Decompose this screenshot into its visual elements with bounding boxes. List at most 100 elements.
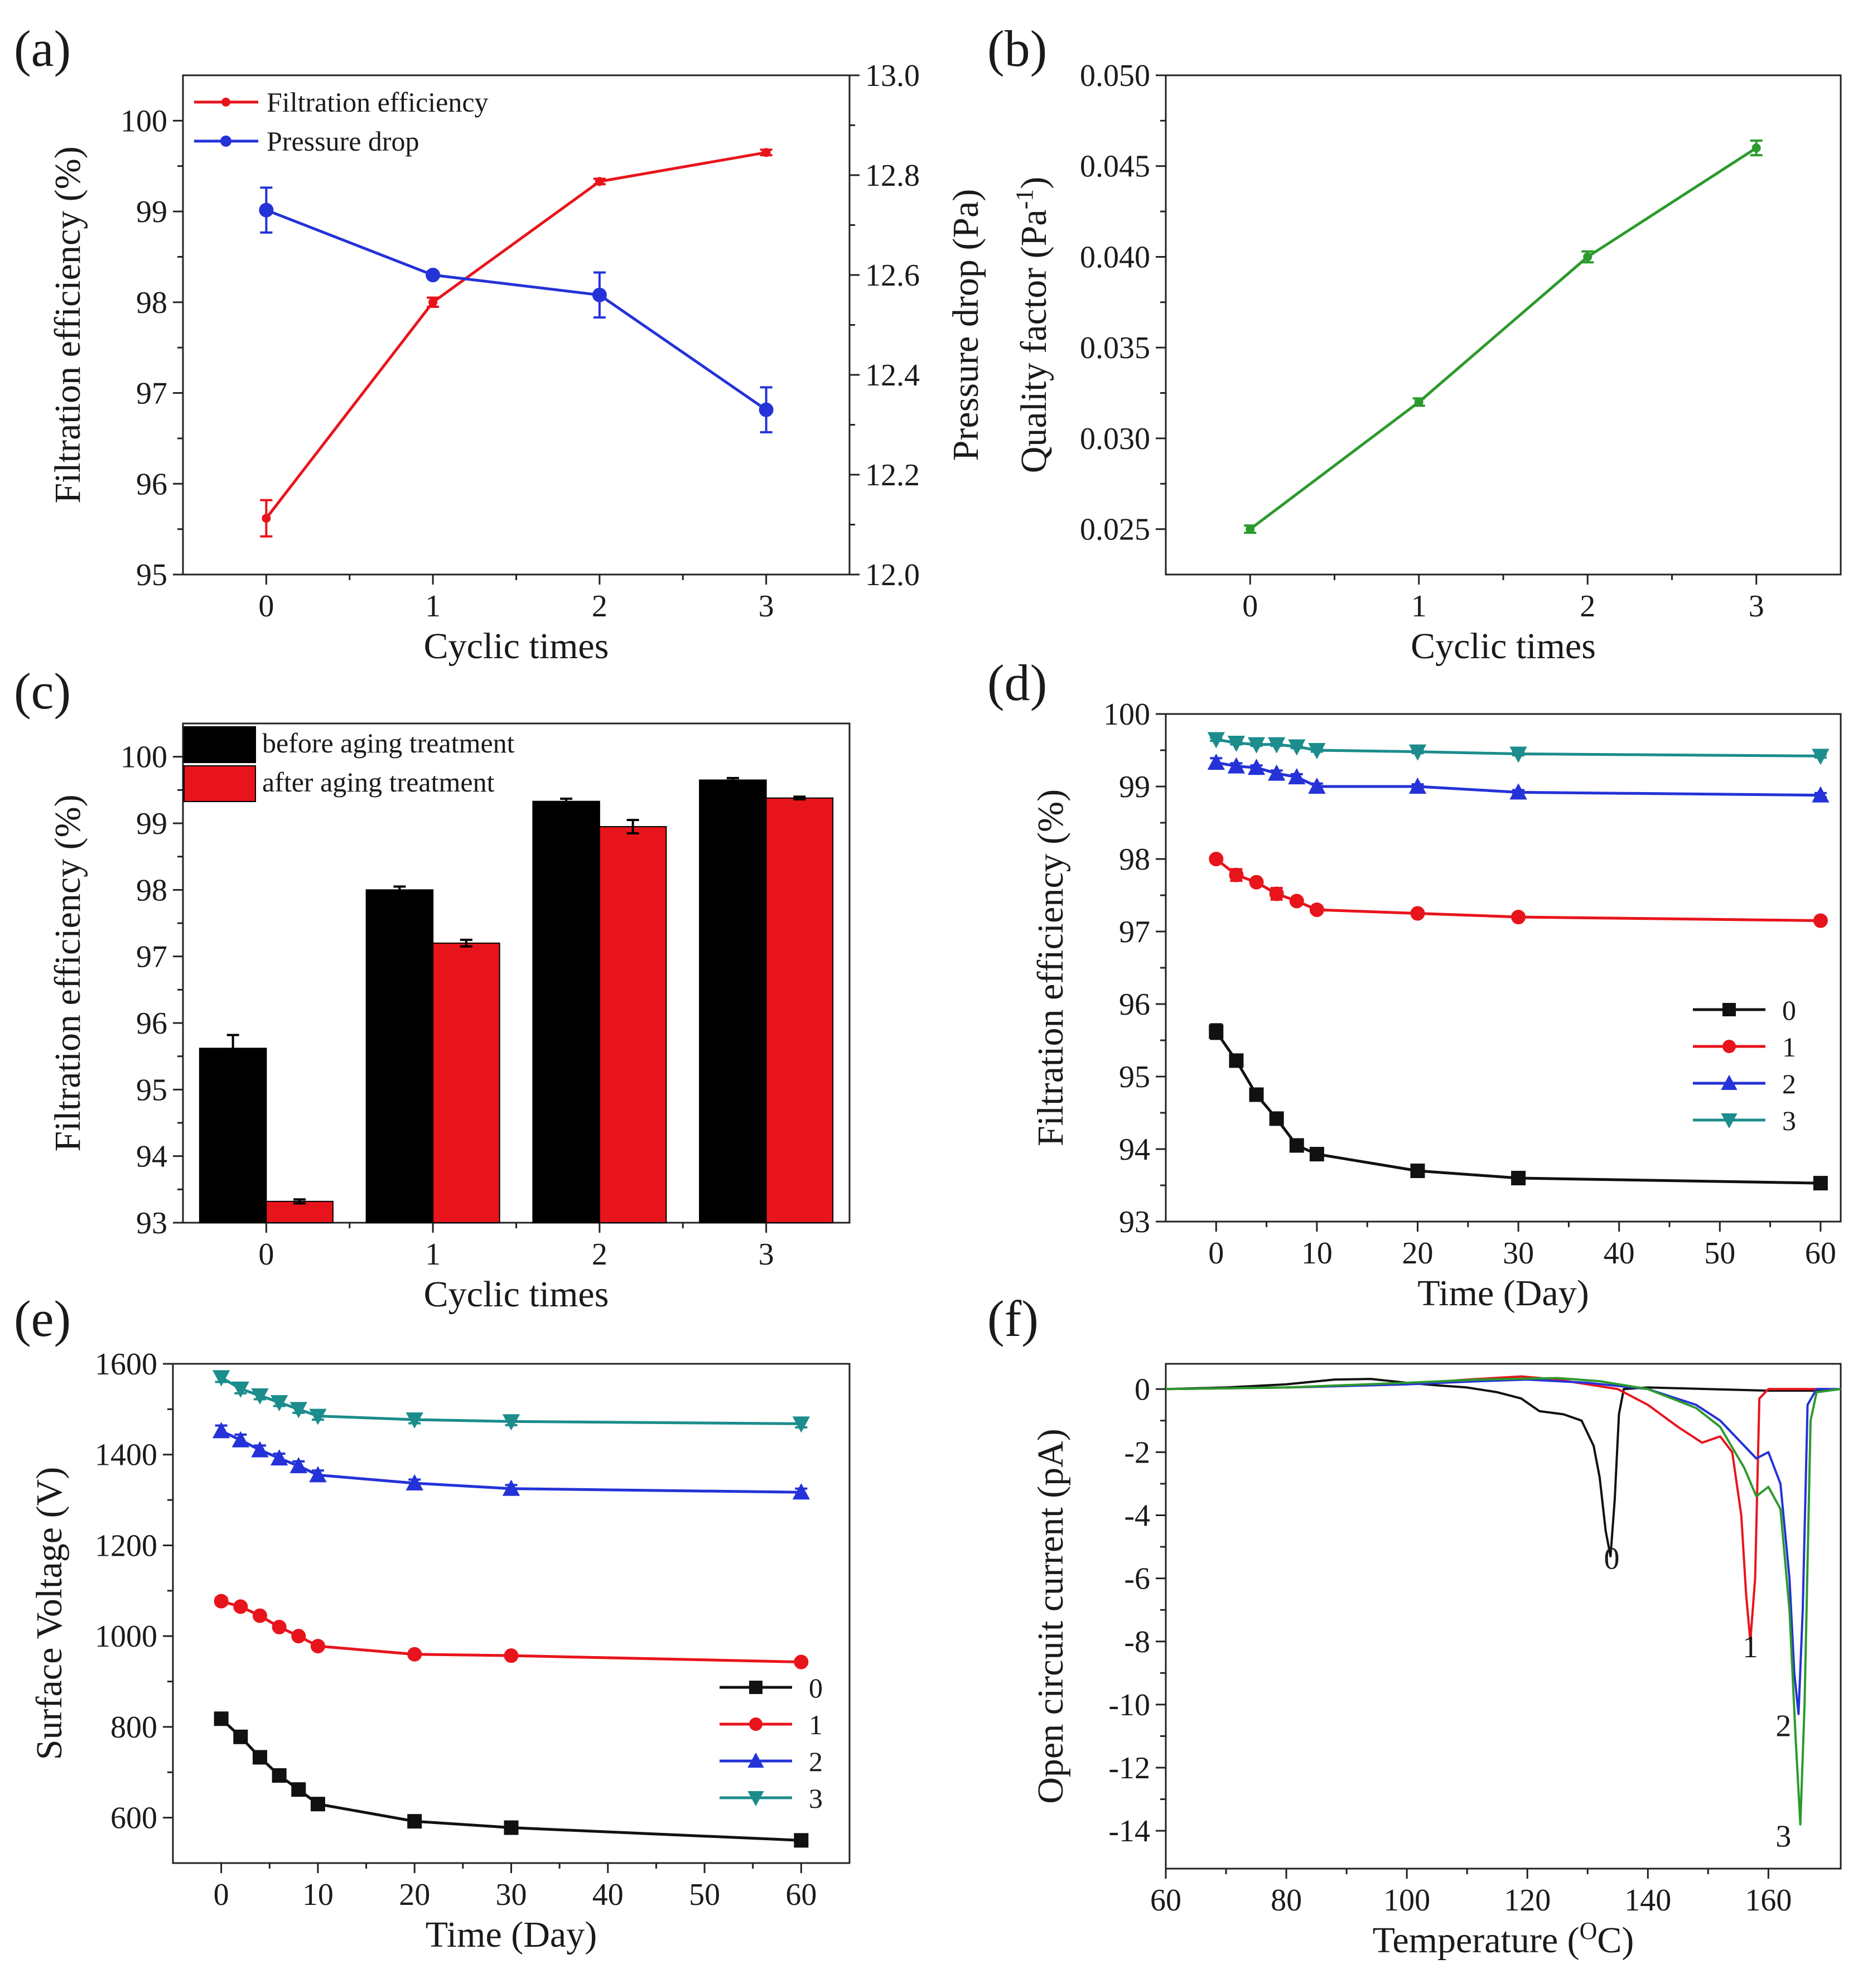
marker-square xyxy=(1269,1111,1284,1126)
marker-circle xyxy=(1289,894,1304,909)
marker-circle xyxy=(426,268,441,282)
bar-before-aging-treatment-0 xyxy=(199,1048,267,1223)
marker-circle xyxy=(310,1639,325,1654)
y-axis-title: Open circuit current (pA) xyxy=(1030,1429,1071,1804)
marker-circle xyxy=(759,402,774,417)
x-tick-label: 2 xyxy=(592,1237,607,1272)
y2-tick-label: 13.0 xyxy=(865,59,920,93)
marker-square xyxy=(1209,1024,1224,1039)
bar-before-aging-treatment-1 xyxy=(365,889,434,1224)
x-tick-label: 40 xyxy=(592,1878,624,1912)
marker-square xyxy=(1813,1176,1828,1191)
x-axis-title: Cyclic times xyxy=(424,626,609,667)
y-tick-label: 100 xyxy=(120,104,167,138)
marker-square xyxy=(1249,1087,1264,1102)
legend-label: 1 xyxy=(809,1709,823,1740)
chart-panel-b: (b) 0 1 2 3 0.025 0.030 0.035 0.040 0.045 0.050 Cyc… xyxy=(987,20,1842,667)
marker-triangle-up xyxy=(1267,764,1286,781)
chart-panel-a: (a) 0 1 2 3 95 96 97 98 99 100 Cyclic times Filtrati… xyxy=(14,20,986,667)
x-tick-label: 0 xyxy=(214,1878,229,1912)
marker-circle xyxy=(592,287,607,302)
y-tick-label: 0.025 xyxy=(1080,513,1150,547)
curve-annotation: 0 xyxy=(1604,1542,1619,1576)
bar-after-aging-treatment-0 xyxy=(266,1200,334,1223)
marker-square xyxy=(1722,1003,1736,1016)
marker-square xyxy=(1511,1171,1526,1185)
x-tick-label: 3 xyxy=(759,589,774,624)
chart-panel-f: (f)60 80 100 120 140 1600-2-4-6-8-10-12-14Tem… xyxy=(987,1290,1842,1961)
marker-square xyxy=(310,1797,325,1812)
y2-tick-label: 12.0 xyxy=(865,558,920,592)
marker-dot xyxy=(1751,143,1761,153)
x-axis-title-end: C) xyxy=(1597,1920,1634,1961)
y-tick-label: -8 xyxy=(1124,1625,1150,1659)
bar-after-aging-treatment-2 xyxy=(599,826,667,1223)
marker-circle xyxy=(504,1648,519,1663)
y-tick-label: 93 xyxy=(136,1206,167,1241)
legend-label: Pressure drop xyxy=(267,126,419,157)
legend-label: 0 xyxy=(809,1672,823,1704)
y-tick-label: 95 xyxy=(1119,1060,1150,1094)
x-tick-label: 10 xyxy=(302,1878,334,1912)
series-line-3 xyxy=(1165,1377,1841,1826)
marker-circle xyxy=(233,1599,248,1614)
panel-label: (c) xyxy=(14,663,71,720)
x-tick-label: 30 xyxy=(496,1878,527,1912)
marker-triangle-down xyxy=(502,1414,520,1431)
x-tick-label: 2 xyxy=(1580,589,1595,624)
marker-circle xyxy=(1511,910,1526,924)
marker-circle xyxy=(749,1717,762,1731)
legend-swatch xyxy=(184,726,256,763)
x-tick-label: 40 xyxy=(1604,1236,1635,1271)
y-axis-title: Filtration efficiency (%) xyxy=(47,794,88,1151)
legend-label: after aging treatment xyxy=(262,766,495,798)
legend-label: 3 xyxy=(1782,1105,1796,1136)
panel-label: (b) xyxy=(987,20,1047,77)
marker-dot xyxy=(1414,397,1423,407)
marker-triangle-down xyxy=(747,1791,764,1807)
y-tick-label: 0 xyxy=(1135,1372,1150,1407)
marker-dot xyxy=(1246,524,1255,534)
y-tick-label: 99 xyxy=(136,807,167,841)
marker-circle xyxy=(220,136,231,147)
y-tick-label: 98 xyxy=(136,286,167,320)
marker-triangle-up xyxy=(1247,759,1266,775)
marker-circle xyxy=(1309,903,1324,917)
curve-annotation: 1 xyxy=(1743,1630,1758,1664)
marker-triangle-down xyxy=(1227,736,1246,752)
legend-label: 0 xyxy=(1782,995,1796,1026)
y-tick-label: 94 xyxy=(1119,1132,1150,1167)
panel-label: (d) xyxy=(987,654,1047,711)
marker-square xyxy=(252,1750,267,1765)
marker-circle xyxy=(252,1608,267,1623)
marker-triangle-up xyxy=(1308,777,1326,794)
marker-circle xyxy=(291,1629,306,1644)
marker-triangle-down xyxy=(289,1402,307,1418)
marker-square xyxy=(233,1729,248,1744)
marker-triangle-down xyxy=(792,1416,810,1433)
y-tick-label: 99 xyxy=(1119,770,1150,804)
y-tick-label: 98 xyxy=(1119,842,1150,877)
y-tick-label: 1600 xyxy=(95,1347,157,1382)
marker-triangle-up xyxy=(289,1456,307,1474)
x-tick-label: 50 xyxy=(1704,1236,1735,1271)
marker-triangle-up xyxy=(1509,783,1527,800)
legend-label: 1 xyxy=(1782,1031,1796,1063)
x-tick-label: 1 xyxy=(1411,589,1427,624)
y-tick-label: 95 xyxy=(136,1073,167,1107)
y-tick-label: -10 xyxy=(1108,1688,1150,1722)
chart-panel-e: (e)0 10 20 30 40 50 606008001000120014001600Ti… xyxy=(14,1290,851,1955)
y-tick-label: 99 xyxy=(136,195,167,229)
marker-dot xyxy=(595,177,604,186)
panel-label: (e) xyxy=(14,1290,71,1347)
marker-dot xyxy=(262,514,271,523)
y-tick-label: 96 xyxy=(1119,987,1150,1022)
marker-circle xyxy=(794,1654,809,1669)
y-tick-label: 1200 xyxy=(95,1528,157,1563)
marker-triangle-down xyxy=(1408,744,1427,761)
marker-dot xyxy=(1583,252,1592,262)
x-axis-title: Cyclic times xyxy=(1411,626,1596,667)
y-tick-label: 98 xyxy=(136,873,167,908)
marker-triangle-down xyxy=(270,1395,288,1412)
